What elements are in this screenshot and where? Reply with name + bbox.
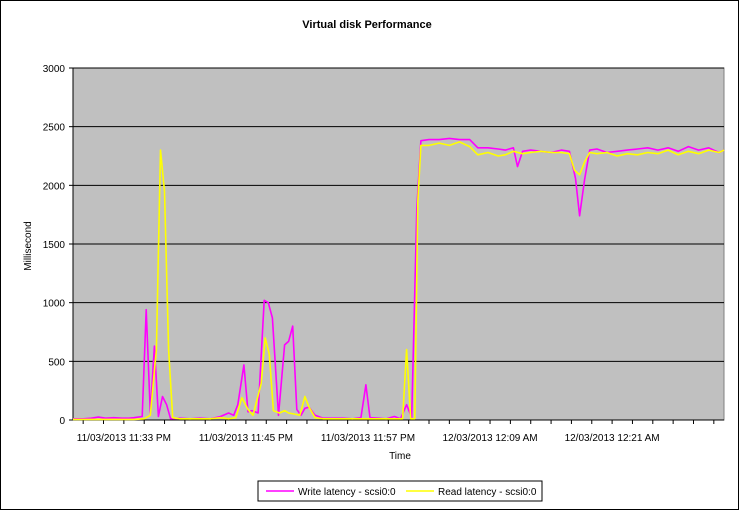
- series-line-0: [73, 137, 725, 420]
- x-tick-labels: 11/03/2013 11:33 PM 11/03/2013 11:45 PM 11…: [77, 433, 660, 444]
- x-axis-label: Time: [389, 451, 411, 462]
- y-tick-label-3000: 3000: [43, 64, 66, 75]
- x-tick-label-4: 12/03/2013 12:21 AM: [565, 433, 660, 444]
- legend-label-read: Read latency - scsi0:0: [438, 487, 537, 498]
- grid-lines: [73, 67, 724, 362]
- x-tick-label-0: 11/03/2013 11:33 PM: [77, 433, 171, 444]
- x-tick-label-2: 11/03/2013 11:57 PM: [321, 433, 415, 444]
- y-tick-label-500: 500: [48, 357, 65, 368]
- y-tick-labels: 0 500 1000 1500 2000 2500 3000: [43, 64, 66, 427]
- legend-label-write: Write latency - scsi0:0: [298, 487, 396, 498]
- y-axis-label: Millisecond: [23, 221, 34, 270]
- y-tick-label-1500: 1500: [43, 240, 66, 251]
- y-tick-label-1000: 1000: [43, 299, 66, 310]
- axes: [69, 67, 724, 424]
- y-tick-label-2000: 2000: [43, 181, 66, 192]
- x-tick-label-1: 11/03/2013 11:45 PM: [199, 433, 293, 444]
- series-lines: [73, 137, 725, 421]
- legend: Write latency - scsi0:0 Read latency - s…: [257, 480, 543, 502]
- y-tick-label-2500: 2500: [43, 123, 66, 134]
- x-tick-label-3: 12/03/2013 12:09 AM: [443, 433, 538, 444]
- legend-box: [257, 480, 543, 502]
- chart-title: Virtual disk Performance: [302, 19, 431, 31]
- series-line-1: [73, 141, 725, 421]
- y-tick-label-0: 0: [59, 416, 65, 427]
